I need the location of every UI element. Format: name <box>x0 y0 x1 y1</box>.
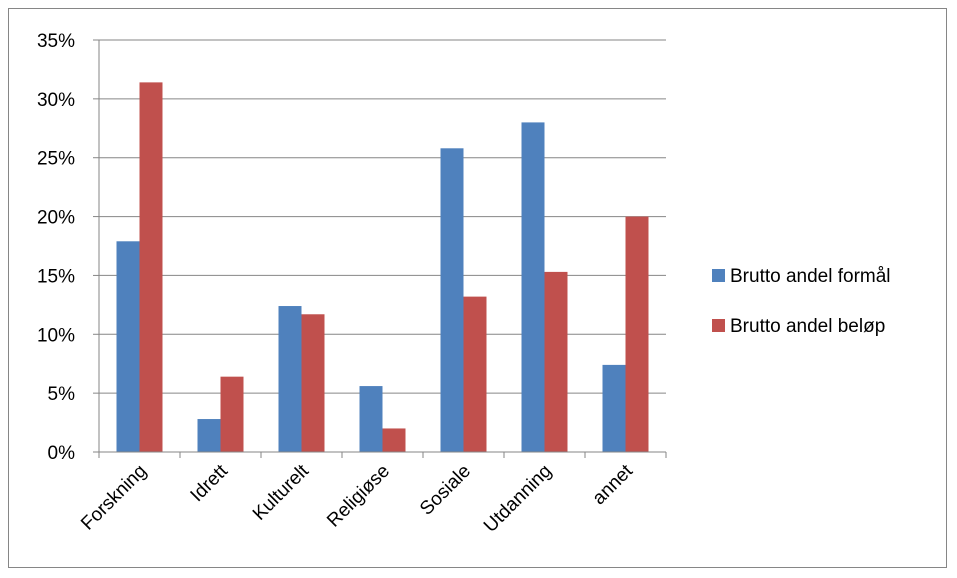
legend-swatch <box>712 319 725 332</box>
bar-belop-1 <box>220 376 244 452</box>
x-tick-label: Sosiale <box>416 461 475 520</box>
y-tick-label: 20% <box>37 208 75 229</box>
bar-belop-4 <box>463 296 487 452</box>
y-tick-label: 5% <box>48 384 76 405</box>
y-tick-label: 25% <box>37 149 75 170</box>
bar-formal-6 <box>602 364 626 452</box>
bar-formal-2 <box>278 306 302 452</box>
bar-formal-3 <box>359 386 383 452</box>
bar-formal-4 <box>440 148 464 452</box>
y-tick-label: 10% <box>37 325 75 346</box>
bar-belop-3 <box>382 428 406 452</box>
y-tick-label: 30% <box>37 90 75 111</box>
x-tick-label: Forskning <box>77 461 151 535</box>
axes <box>93 39 667 458</box>
bars <box>116 82 649 453</box>
bar-formal-5 <box>521 122 545 453</box>
bar-belop-0 <box>139 82 163 453</box>
legend: Brutto andel formål Brutto andel beløp <box>712 266 891 337</box>
x-tick-labels: Forskning Idrett Kulturelt Religiøse Sosiale… <box>77 460 637 537</box>
y-tick-label: 35% <box>37 31 75 52</box>
bar-belop-6 <box>625 216 649 452</box>
x-tick-label: Religiøse <box>323 461 394 532</box>
bar-belop-5 <box>544 271 568 452</box>
legend-label: Brutto andel beløp <box>730 316 885 337</box>
bar-formal-0 <box>116 241 140 452</box>
y-tick-label: 15% <box>37 266 75 287</box>
gridlines <box>99 39 666 394</box>
bar-formal-1 <box>197 419 221 452</box>
x-tick-label: Idrett <box>187 460 233 506</box>
x-tick-label: annet <box>589 460 638 509</box>
x-tick-label: Utdanning <box>480 461 556 537</box>
y-tick-label: 0% <box>48 443 76 464</box>
legend-label: Brutto andel formål <box>730 266 891 287</box>
bar-belop-2 <box>301 314 325 452</box>
chart-frame <box>8 8 947 568</box>
legend-swatch <box>712 269 725 282</box>
y-tick-labels: 0% 5% 10% 15% 20% 25% 30% 35% <box>37 31 75 464</box>
x-tick-label: Kulturelt <box>249 460 314 525</box>
